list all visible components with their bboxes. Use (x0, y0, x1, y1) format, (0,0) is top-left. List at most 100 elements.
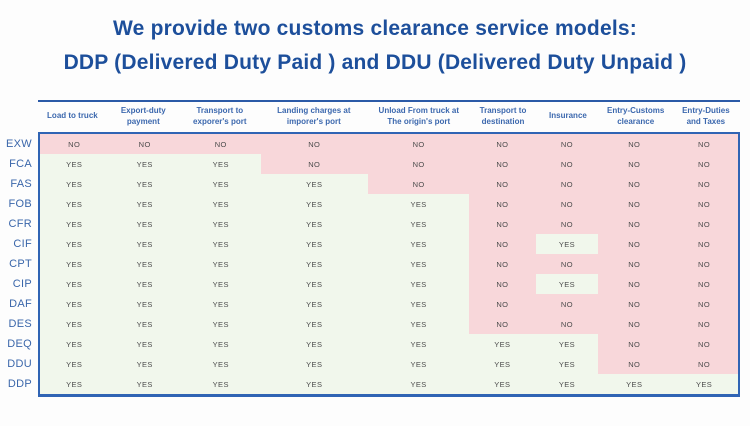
cell-exw-col7: NO (535, 134, 599, 154)
row-labels-column: EXW FCA FAS FOB CFR CIF CPT CIP DAF DES DEQ DDU DDP (0, 132, 38, 397)
cell-fca-col8: NO (598, 154, 671, 174)
cell-cip-col9: NO (670, 274, 738, 294)
cell-ddp-col4: YES (260, 374, 369, 394)
cell-fas-col6: NO (469, 174, 536, 194)
table-body-zone: EXW FCA FAS FOB CFR CIF CPT CIP DAF DES DEQ DDU DDP … (0, 132, 740, 397)
cell-des-col8: NO (598, 314, 671, 334)
table-row-cfr: YES YES YES YES YES NO NO NO NO (40, 214, 738, 234)
cell-fas-col3: YES (180, 174, 261, 194)
cell-deq-col5: YES (368, 334, 470, 354)
cell-fob-col8: NO (598, 194, 671, 214)
cell-cif-col5: YES (368, 234, 470, 254)
incoterms-table: Load to truck Export-duty payment Transpor… (0, 100, 740, 397)
cell-cif-col2: YES (108, 234, 181, 254)
cell-ddp-col2: YES (108, 374, 181, 394)
page-title: We provide two customs clearance service… (0, 0, 750, 80)
row-label-cpt: CPT (9, 258, 32, 270)
cell-cpt-col2: YES (108, 254, 181, 274)
row-label-cfr: CFR (8, 218, 32, 230)
cell-des-col6: NO (469, 314, 536, 334)
cell-ddp-col9: YES (670, 374, 738, 394)
column-header-4: Landing charges at imporer's port (277, 106, 351, 126)
cell-fas-col8: NO (598, 174, 671, 194)
cell-cip-col8: NO (598, 274, 671, 294)
cell-cfr-col8: NO (598, 214, 671, 234)
cell-des-col2: YES (108, 314, 181, 334)
cell-cip-col2: YES (108, 274, 181, 294)
cell-deq-col7: YES (535, 334, 599, 354)
cell-deq-col1: YES (40, 334, 109, 354)
cell-daf-col1: YES (40, 294, 109, 314)
cell-cfr-col7: NO (535, 214, 599, 234)
cell-daf-col5: YES (368, 294, 470, 314)
cell-cip-col5: YES (368, 274, 470, 294)
cell-ddp-col6: YES (469, 374, 536, 394)
cell-fob-col2: YES (108, 194, 181, 214)
row-label-ddp: DDP (7, 378, 32, 390)
cell-cfr-col1: YES (40, 214, 109, 234)
cell-daf-col4: YES (260, 294, 369, 314)
cell-ddp-col3: YES (180, 374, 261, 394)
cell-des-col7: NO (535, 314, 599, 334)
cell-daf-col6: NO (469, 294, 536, 314)
cell-cfr-col4: YES (260, 214, 369, 234)
cell-des-col1: YES (40, 314, 109, 334)
cell-ddu-col1: YES (40, 354, 109, 374)
cell-deq-col2: YES (108, 334, 181, 354)
table-row-des: YES YES YES YES YES NO NO NO NO (40, 314, 738, 334)
table-row-ddu: YES YES YES YES YES YES YES NO NO (40, 354, 738, 374)
cell-fas-col7: NO (535, 174, 599, 194)
cell-fas-col4: YES (260, 174, 369, 194)
cell-cif-col8: NO (598, 234, 671, 254)
cell-fob-col6: NO (469, 194, 536, 214)
cell-cpt-col7: NO (535, 254, 599, 274)
cell-fob-col3: YES (180, 194, 261, 214)
cell-exw-col9: NO (670, 134, 738, 154)
cell-exw-col3: NO (180, 134, 261, 154)
cell-exw-col4: NO (260, 134, 369, 154)
table-row-cpt: YES YES YES YES YES NO NO NO NO (40, 254, 738, 274)
cell-cif-col1: YES (40, 234, 109, 254)
column-header-8: Entry-Customs clearance (607, 106, 665, 126)
cell-cpt-col8: NO (598, 254, 671, 274)
cell-cpt-col9: NO (670, 254, 738, 274)
cell-cfr-col3: YES (180, 214, 261, 234)
row-label-cip: CIP (12, 278, 32, 290)
cell-cip-col7: YES (535, 274, 599, 294)
table-row-deq: YES YES YES YES YES YES YES NO NO (40, 334, 738, 354)
cell-exw-col6: NO (469, 134, 536, 154)
column-header-7: Insurance (549, 111, 587, 121)
cell-fob-col5: YES (368, 194, 470, 214)
title-line-1: We provide two customs clearance service… (113, 17, 637, 40)
row-label-fas: FAS (10, 178, 32, 190)
cell-cip-col3: YES (180, 274, 261, 294)
column-header-6: Transport to destination (479, 106, 527, 126)
row-label-daf: DAF (9, 298, 32, 310)
cell-cfr-col5: YES (368, 214, 470, 234)
cell-fas-col2: YES (108, 174, 181, 194)
cell-cpt-col6: NO (469, 254, 536, 274)
cell-fas-col9: NO (670, 174, 738, 194)
cell-cip-col1: YES (40, 274, 109, 294)
cell-ddp-col1: YES (40, 374, 109, 394)
cell-ddu-col2: YES (108, 354, 181, 374)
table-row-fob: YES YES YES YES YES NO NO NO NO (40, 194, 738, 214)
table-header-row: Load to truck Export-duty payment Transpor… (38, 100, 740, 132)
cell-fca-col9: NO (670, 154, 738, 174)
cell-ddu-col3: YES (180, 354, 261, 374)
cell-cip-col4: YES (260, 274, 369, 294)
cell-ddu-col9: NO (670, 354, 738, 374)
cell-cfr-col2: YES (108, 214, 181, 234)
table-row-cif: YES YES YES YES YES NO YES NO NO (40, 234, 738, 254)
cell-des-col5: YES (368, 314, 470, 334)
cell-cpt-col4: YES (260, 254, 369, 274)
cell-fca-col1: YES (40, 154, 109, 174)
table-row-ddp: YES YES YES YES YES YES YES YES YES (40, 374, 738, 394)
column-header-2: Export-duty payment (120, 106, 166, 126)
cell-fob-col4: YES (260, 194, 369, 214)
cell-fas-col1: YES (40, 174, 109, 194)
cell-ddu-col7: YES (535, 354, 599, 374)
cell-fca-col4: NO (260, 154, 369, 174)
cell-fca-col3: YES (180, 154, 261, 174)
table-row-daf: YES YES YES YES YES NO NO NO NO (40, 294, 738, 314)
